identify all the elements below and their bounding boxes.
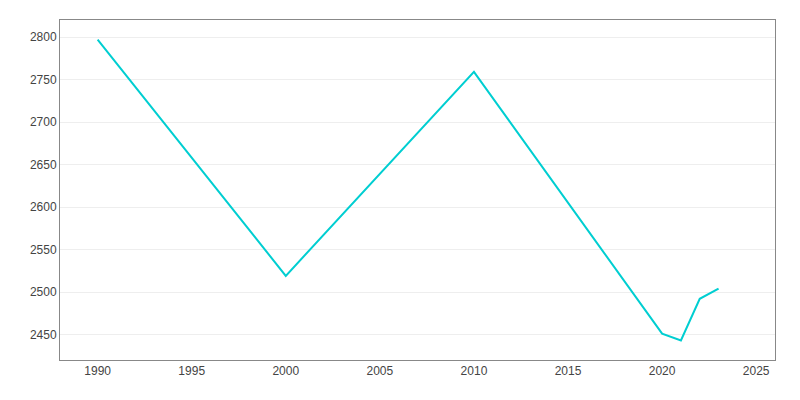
svg-text:2450: 2450	[30, 328, 57, 342]
svg-text:1990: 1990	[84, 364, 111, 378]
svg-text:2010: 2010	[461, 364, 488, 378]
svg-text:2020: 2020	[649, 364, 676, 378]
svg-text:2800: 2800	[30, 30, 57, 44]
svg-text:2550: 2550	[30, 243, 57, 257]
svg-text:2500: 2500	[30, 285, 57, 299]
svg-text:2015: 2015	[555, 364, 582, 378]
svg-text:2750: 2750	[30, 73, 57, 87]
svg-text:2700: 2700	[30, 115, 57, 129]
svg-text:2005: 2005	[367, 364, 394, 378]
svg-text:2025: 2025	[743, 364, 770, 378]
svg-text:2650: 2650	[30, 158, 57, 172]
svg-text:2000: 2000	[272, 364, 299, 378]
svg-text:1995: 1995	[178, 364, 205, 378]
svg-text:2600: 2600	[30, 200, 57, 214]
